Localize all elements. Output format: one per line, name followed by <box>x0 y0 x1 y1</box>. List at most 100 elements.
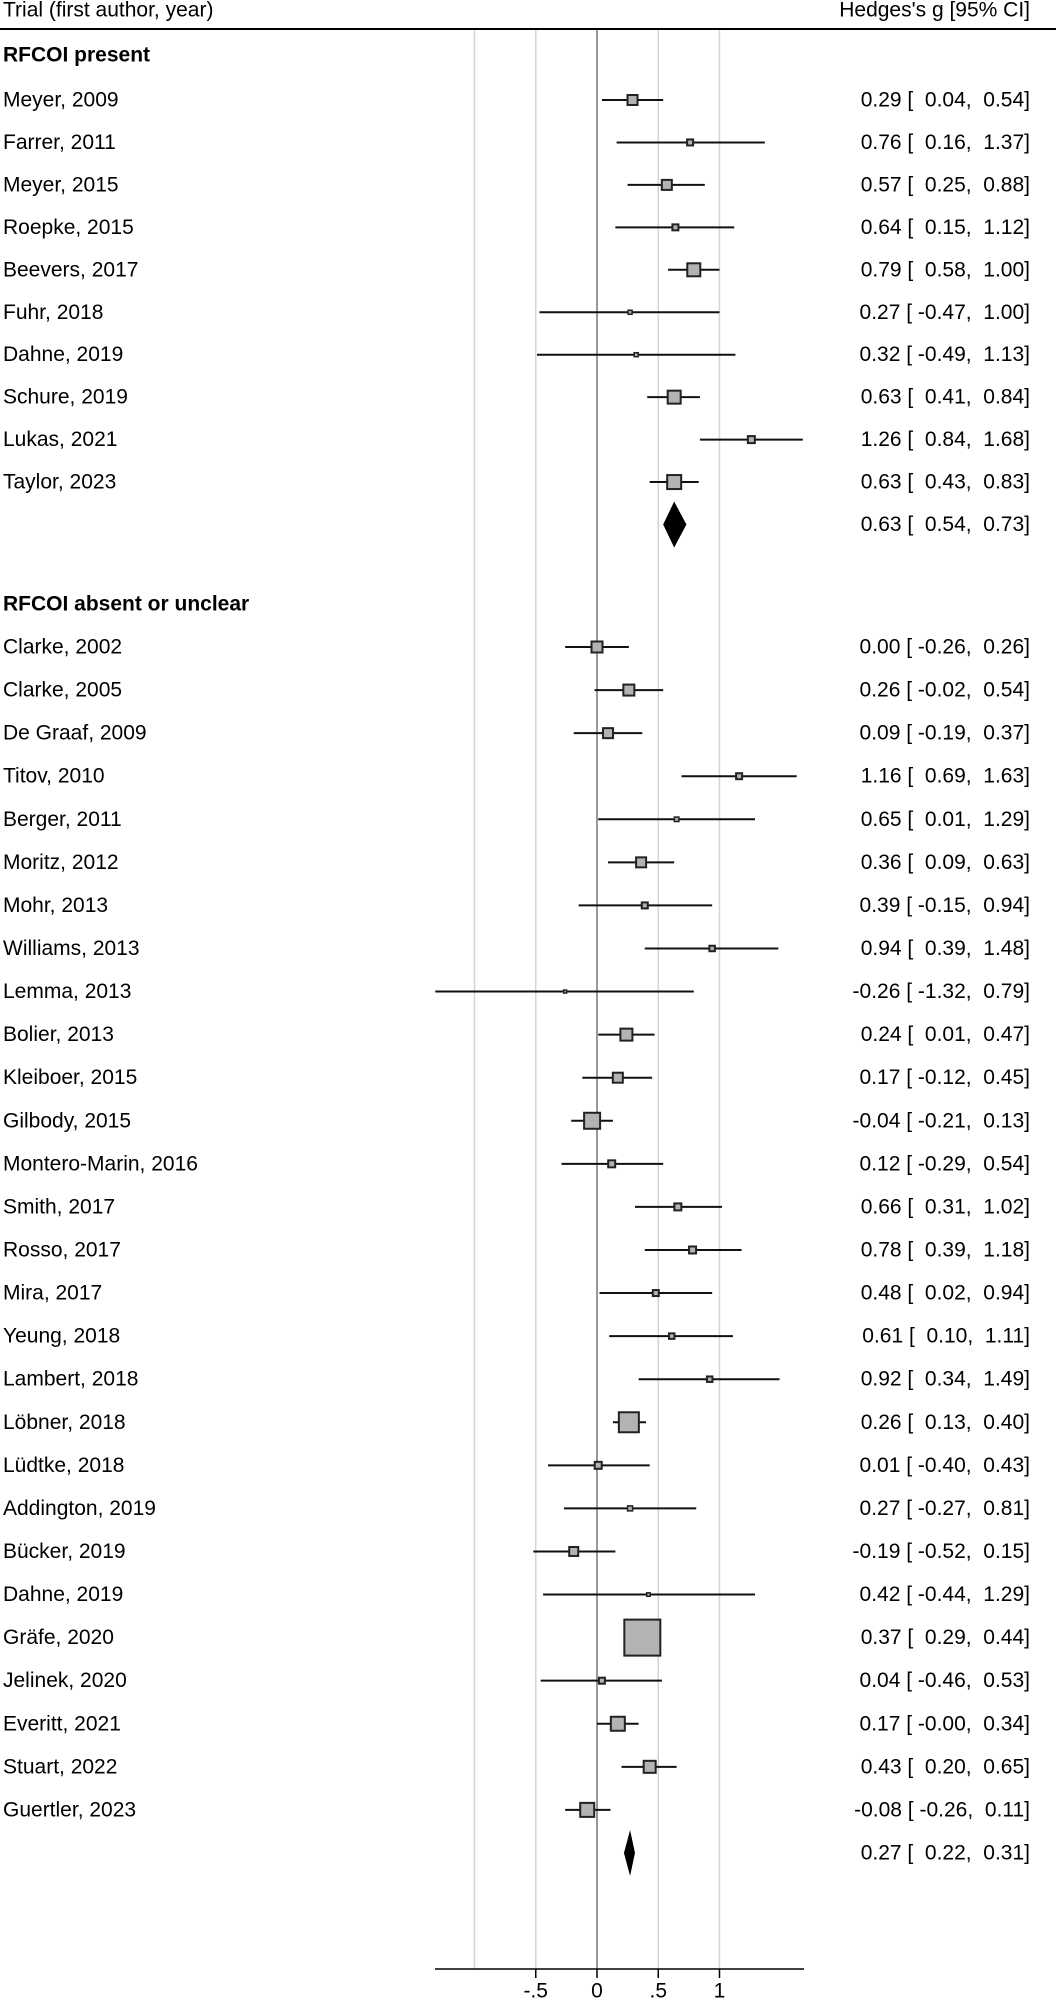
study-name: Löbner, 2018 <box>3 1411 126 1434</box>
study-row: Stuart, 2022 0.43 [ 0.20, 0.65] <box>3 1755 1030 1778</box>
study-name: Farrer, 2011 <box>3 131 116 154</box>
study-name: Addington, 2019 <box>3 1497 156 1520</box>
effect-size-box <box>651 1289 660 1298</box>
effect-size-box <box>673 1202 683 1212</box>
study-name: Mohr, 2013 <box>3 894 108 917</box>
study-name: Bücker, 2019 <box>3 1540 126 1563</box>
study-name: Dahne, 2019 <box>3 343 123 366</box>
study-name: Stuart, 2022 <box>3 1755 117 1778</box>
study-row: Mira, 2017 0.48 [ 0.02, 0.94] <box>3 1282 1030 1305</box>
study-name: Everitt, 2021 <box>3 1712 121 1735</box>
study-name: Roepke, 2015 <box>3 216 134 239</box>
effect-size-label: 0.94 [ 0.39, 1.48] <box>861 937 1030 960</box>
study-row: Farrer, 2011 0.76 [ 0.16, 1.37] <box>3 131 1030 154</box>
study-name: Meyer, 2009 <box>3 89 119 112</box>
study-name: Moritz, 2012 <box>3 851 119 874</box>
effect-size-box <box>562 989 568 994</box>
study-row: Gilbody, 2015 -0.04 [ -0.21, 0.13] <box>3 1109 1030 1132</box>
study-row: Everitt, 2021 0.17 [ -0.00, 0.34] <box>3 1712 1030 1735</box>
effect-size-box <box>746 435 756 445</box>
effect-size-label: 0.12 [ -0.29, 0.54] <box>860 1152 1030 1175</box>
effect-size-box <box>617 1411 640 1434</box>
effect-size-box <box>583 1111 602 1130</box>
effect-size-label: 1.26 [ 0.84, 1.68] <box>861 428 1030 451</box>
study-name: Titov, 2010 <box>3 765 105 788</box>
effect-size-box <box>627 309 633 315</box>
study-row: Williams, 2013 0.94 [ 0.39, 1.48] <box>3 937 1030 960</box>
effect-size-label: 0.66 [ 0.31, 1.02] <box>861 1195 1030 1218</box>
effect-size-box <box>568 1545 580 1557</box>
effect-size-box <box>635 856 648 869</box>
study-name: Gilbody, 2015 <box>3 1109 131 1132</box>
study-row: Clarke, 2005 0.26 [ -0.02, 0.54] <box>3 679 1030 702</box>
subgroup-header: RFCOI absent or unclear <box>3 593 249 616</box>
study-name: Lambert, 2018 <box>3 1368 138 1391</box>
effect-size-box <box>626 94 639 106</box>
subgroup-header: RFCOI present <box>3 44 150 67</box>
x-tick-label: .5 <box>649 1980 667 2000</box>
effect-size-label: -0.04 [ -0.21, 0.13] <box>853 1109 1030 1132</box>
effect-size-label: 0.27 [ -0.47, 1.00] <box>860 301 1030 324</box>
x-tick-label: 0 <box>591 1980 603 2000</box>
effect-size-label: 0.26 [ 0.13, 0.40] <box>861 1411 1030 1434</box>
effect-size-box <box>705 1375 714 1383</box>
effect-size-label: 0.04 [ -0.46, 0.53] <box>860 1669 1030 1692</box>
study-row: Jelinek, 2020 0.04 [ -0.46, 0.53] <box>3 1669 1030 1692</box>
effect-size-label: 0.39 [ -0.15, 0.94] <box>860 894 1030 917</box>
study-row: Lemma, 2013 -0.26 [ -1.32, 0.79] <box>3 980 1030 1003</box>
effect-size-box <box>607 1159 617 1169</box>
effect-size-box <box>579 1801 596 1818</box>
pooled-diamond <box>623 1829 635 1876</box>
effect-size-box <box>626 1505 634 1512</box>
effect-size-label: 0.63 [ 0.43, 0.83] <box>861 471 1030 494</box>
effect-size-box <box>666 474 683 491</box>
study-row: Löbner, 2018 0.26 [ 0.13, 0.40] <box>3 1411 1030 1434</box>
effect-size-label: 0.42 [ -0.44, 1.29] <box>860 1583 1030 1606</box>
effect-size-box <box>640 901 649 910</box>
effect-size-label: 0.78 [ 0.39, 1.18] <box>861 1238 1030 1261</box>
effect-size-label: 0.36 [ 0.09, 0.63] <box>861 851 1030 874</box>
effect-size-label: 0.65 [ 0.01, 1.29] <box>861 808 1030 831</box>
study-name: Gräfe, 2020 <box>3 1626 114 1649</box>
effect-size-label: -0.26 [ -1.32, 0.79] <box>853 980 1030 1003</box>
effect-size-box <box>666 389 682 405</box>
study-name: Beevers, 2017 <box>3 258 138 281</box>
effect-size-label: 0.61 [ 0.10, 1.11] <box>862 1325 1030 1348</box>
study-name: Taylor, 2023 <box>3 471 116 494</box>
study-row: Moritz, 2012 0.36 [ 0.09, 0.63] <box>3 851 1030 874</box>
effect-size-box <box>667 1332 676 1340</box>
study-row: Montero-Marin, 2016 0.12 [ -0.29, 0.54] <box>3 1152 1030 1175</box>
study-row: Lüdtke, 2018 0.01 [ -0.40, 0.43] <box>3 1454 1030 1477</box>
study-name: Rosso, 2017 <box>3 1238 121 1261</box>
effect-size-box <box>597 1676 606 1685</box>
study-row: Lambert, 2018 0.92 [ 0.34, 1.49] <box>3 1368 1030 1391</box>
study-row: Fuhr, 2018 0.27 [ -0.47, 1.00] <box>3 301 1030 324</box>
study-row: Kleiboer, 2015 0.17 [ -0.12, 0.45] <box>3 1066 1030 1089</box>
effect-size-label: 0.63 [ 0.41, 0.84] <box>861 386 1030 409</box>
study-row: Gräfe, 2020 0.37 [ 0.29, 0.44] <box>3 1618 1030 1657</box>
study-row: Berger, 2011 0.65 [ 0.01, 1.29] <box>3 808 1030 831</box>
effect-size-label: 0.64 [ 0.15, 1.12] <box>861 216 1030 239</box>
effect-size-box <box>686 138 695 147</box>
study-row: Rosso, 2017 0.78 [ 0.39, 1.18] <box>3 1238 1030 1261</box>
study-row: Mohr, 2013 0.39 [ -0.15, 0.94] <box>3 894 1030 917</box>
effect-size-label: 0.00 [ -0.26, 0.26] <box>860 636 1030 659</box>
study-row: Meyer, 2015 0.57 [ 0.25, 0.88] <box>3 173 1030 196</box>
effect-size-box <box>673 816 680 823</box>
effect-size-box <box>593 1460 603 1470</box>
study-name: Meyer, 2015 <box>3 173 119 196</box>
effect-size-box <box>642 1759 657 1774</box>
effect-size-box <box>619 1027 634 1042</box>
effect-size-box <box>735 772 744 781</box>
study-row: Schure, 2019 0.63 [ 0.41, 0.84] <box>3 386 1030 409</box>
study-row: Beevers, 2017 0.79 [ 0.58, 1.00] <box>3 258 1030 281</box>
effect-size-box <box>611 1071 624 1084</box>
effect-size-label: 0.92 [ 0.34, 1.49] <box>861 1368 1030 1391</box>
effect-size-label: 1.16 [ 0.69, 1.63] <box>861 765 1030 788</box>
study-row: Dahne, 2019 0.42 [ -0.44, 1.29] <box>3 1583 1030 1606</box>
effect-size-label: 0.57 [ 0.25, 0.88] <box>861 173 1030 196</box>
pooled-effect-label: 0.63 [ 0.54, 0.73] <box>861 513 1030 536</box>
column-header-trial: Trial (first author, year) <box>3 0 213 22</box>
effect-size-box <box>602 727 615 740</box>
effect-size-label: -0.19 [ -0.52, 0.15] <box>853 1540 1030 1563</box>
